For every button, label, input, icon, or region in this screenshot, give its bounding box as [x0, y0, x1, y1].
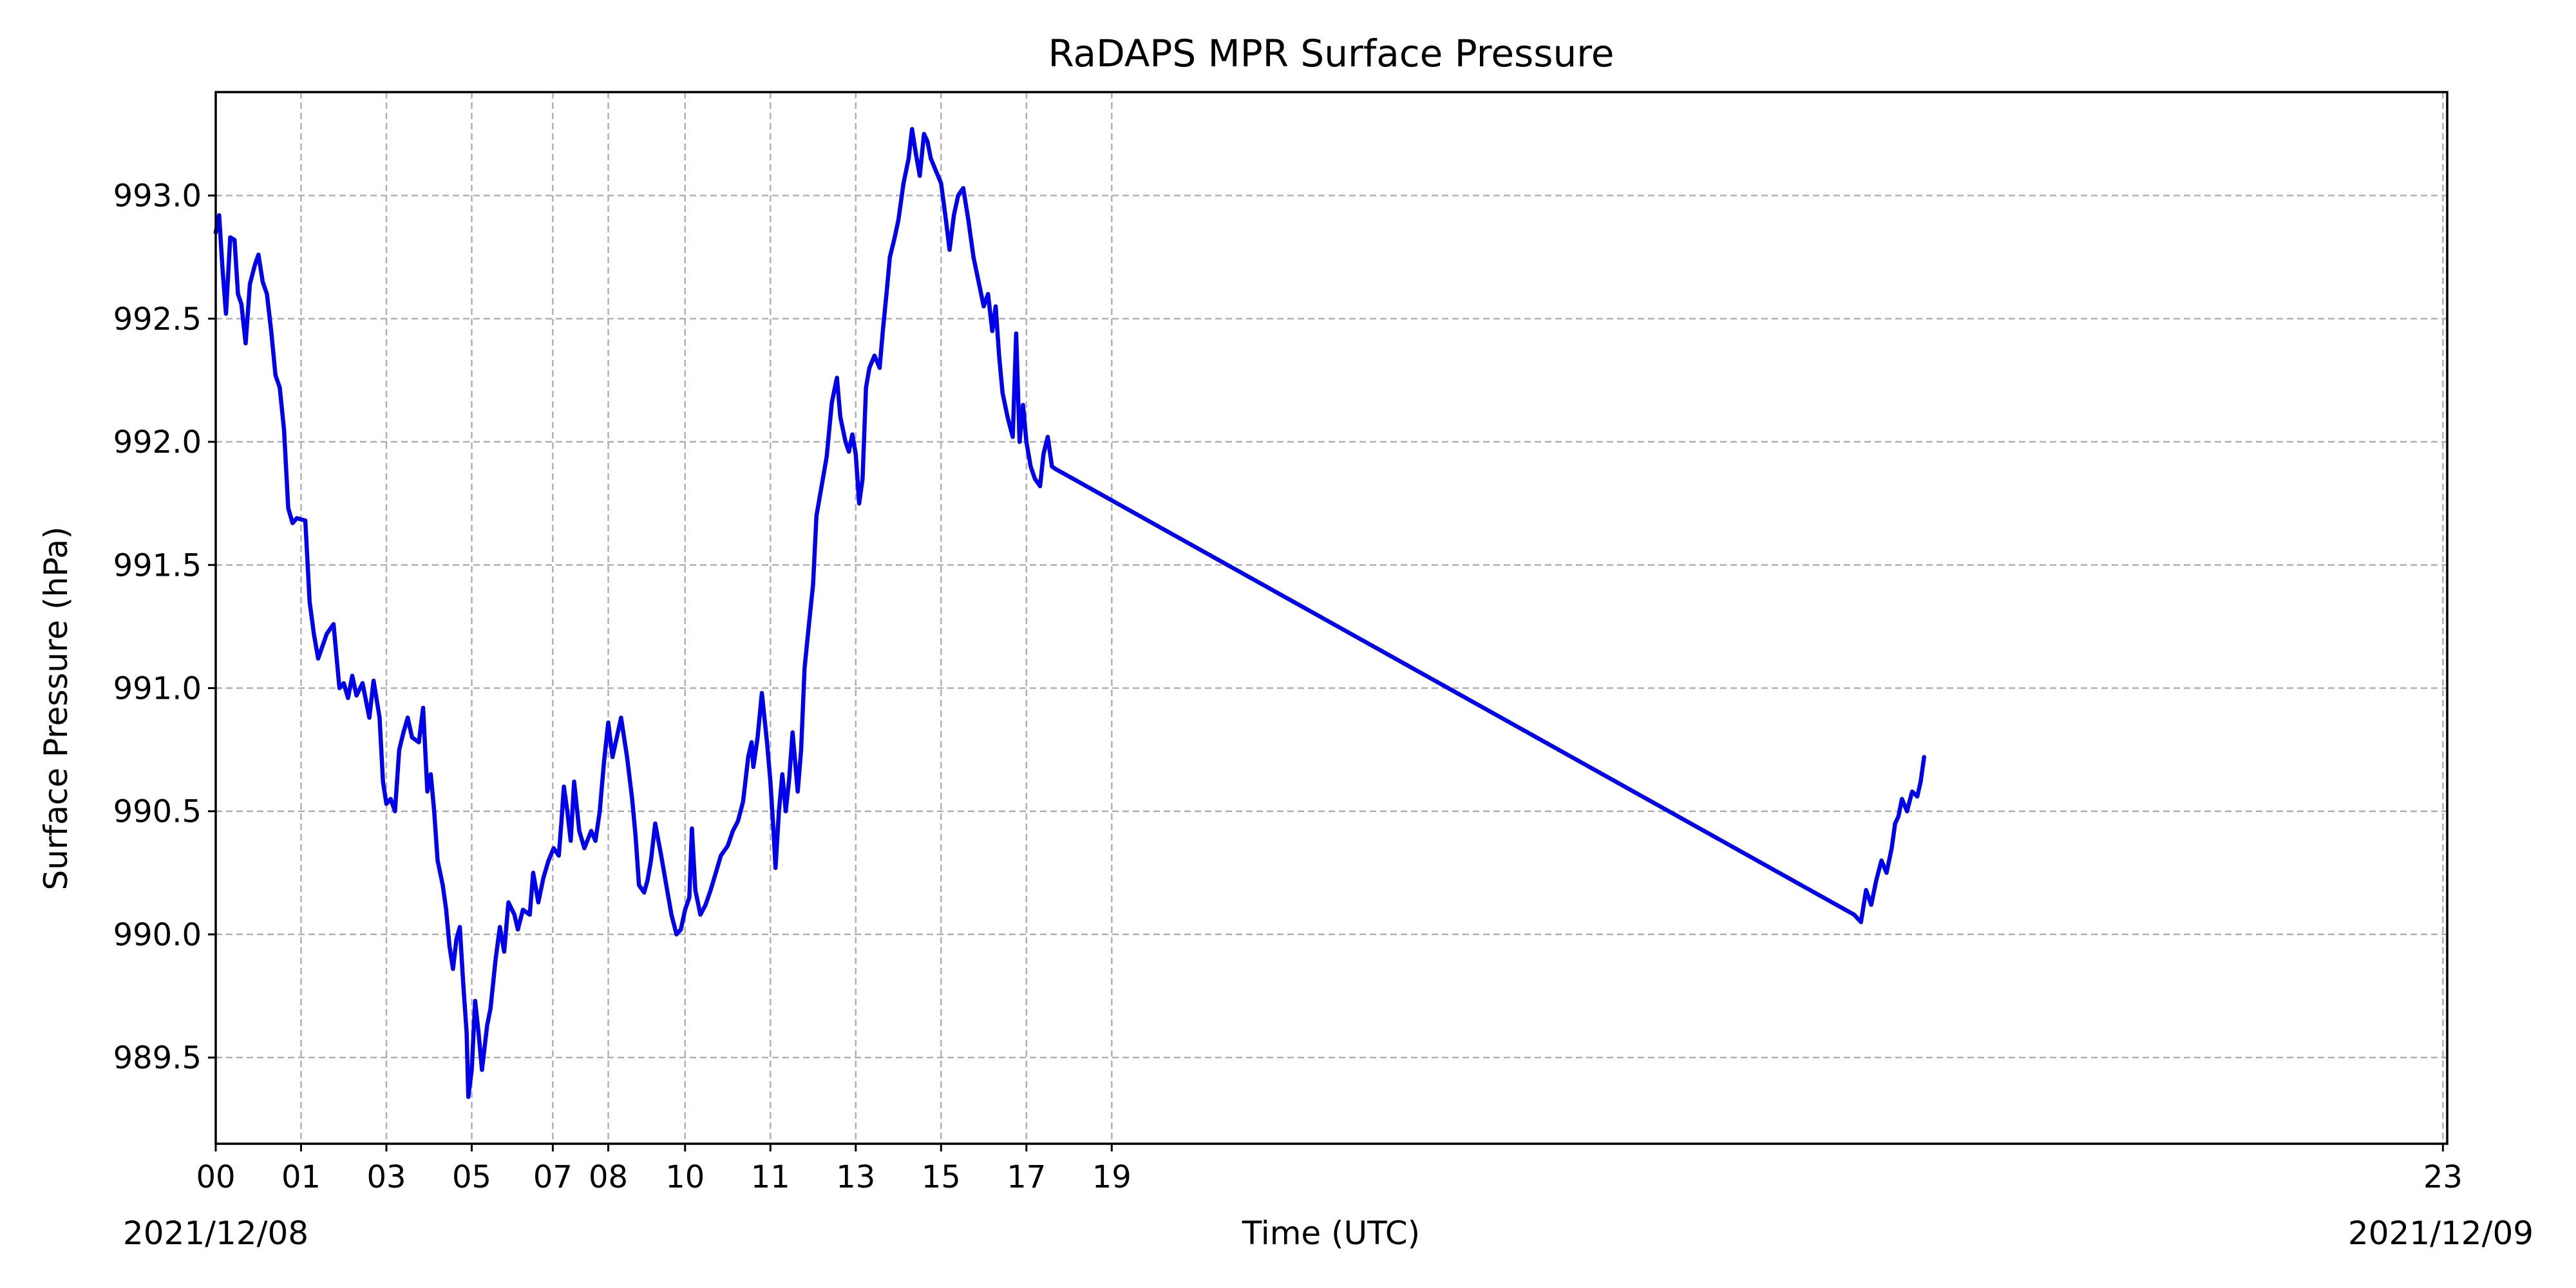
- x-tick-label: 03: [366, 1159, 406, 1195]
- grid-layer: [216, 92, 2447, 1144]
- y-tick-label: 991.5: [113, 547, 202, 583]
- plot-frame: [214, 91, 2448, 1145]
- y-tick-label: 992.5: [113, 301, 202, 337]
- x-tick-label: 19: [1092, 1159, 1132, 1195]
- x-tick-label: 23: [2423, 1159, 2463, 1195]
- x-tick-label: 00: [196, 1159, 235, 1195]
- y-tick-label: 990.0: [113, 917, 202, 953]
- end-date-label: 2021/12/09: [2348, 1215, 2533, 1252]
- x-axis-label: Time (UTC): [1242, 1215, 1420, 1252]
- y-tick-label: 990.5: [113, 794, 202, 830]
- start-date-label: 2021/12/08: [123, 1215, 308, 1252]
- y-tick-label: 989.5: [113, 1040, 202, 1076]
- y-tick-label: 993.0: [113, 178, 202, 214]
- series-line: [213, 127, 1926, 1099]
- y-tick-label: 992.0: [113, 424, 202, 460]
- x-tick-label: 08: [589, 1159, 628, 1195]
- y-tick-label: 991.0: [113, 670, 202, 706]
- x-tick-label: 07: [533, 1159, 573, 1195]
- x-tick-label: 05: [452, 1159, 491, 1195]
- x-tick-label: 01: [281, 1159, 321, 1195]
- chart-title: RaDAPS MPR Surface Pressure: [1048, 32, 1615, 75]
- data-layer: [213, 127, 1926, 1099]
- x-tick-label: 11: [751, 1159, 790, 1195]
- x-tick-label: 15: [922, 1159, 961, 1195]
- tick-layer: 989.5 990.0 990.5 991.0 991.5 992.0 992.5 993.0…: [113, 178, 2463, 1195]
- y-axis-label: Surface Pressure (hPa): [37, 526, 75, 890]
- x-tick-label: 13: [836, 1159, 875, 1195]
- x-tick-label: 17: [1007, 1159, 1046, 1195]
- x-tick-label: 10: [665, 1159, 705, 1195]
